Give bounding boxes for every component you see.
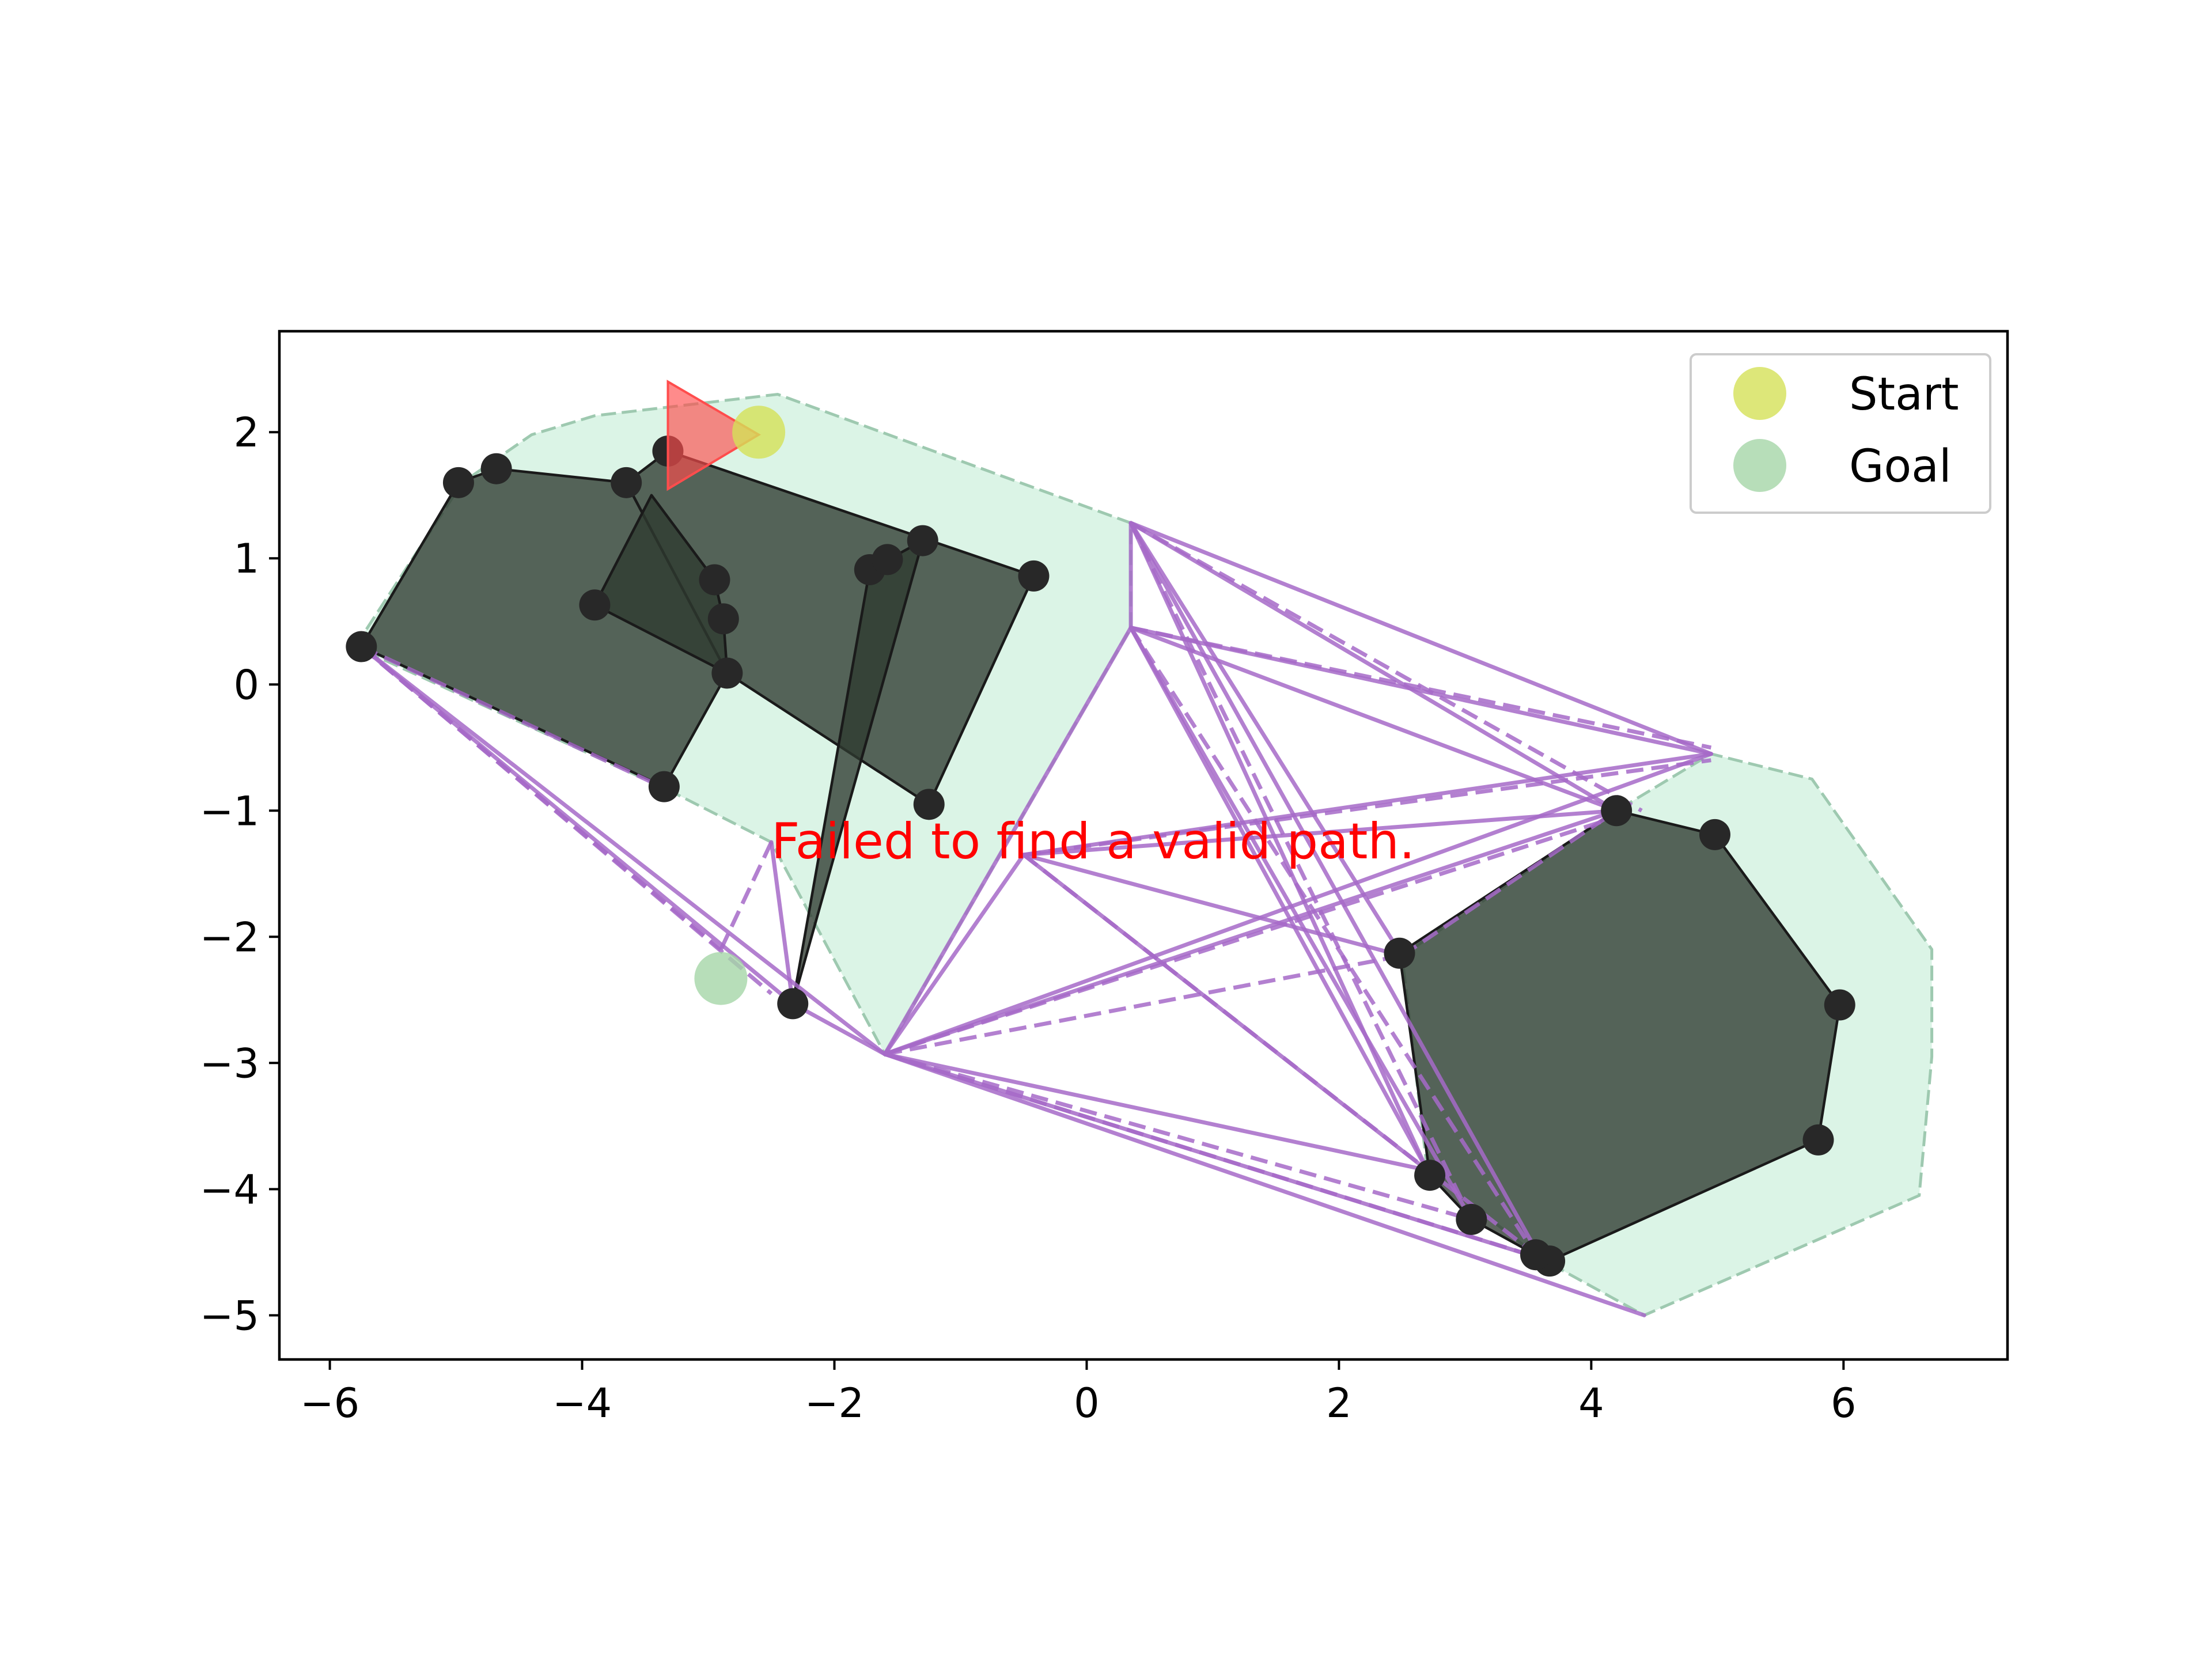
robot-triangle (666, 380, 762, 491)
roadmap-edge-24 (790, 1001, 887, 1056)
obstacle-vertex-13 (1018, 560, 1050, 592)
obstacle-vertex-21 (1520, 1239, 1552, 1271)
roadmap-edge-20 (359, 645, 795, 1006)
obstacle-vertex-7 (707, 603, 739, 635)
obstacles (360, 449, 1842, 1263)
roadmap-edge-dashed-8 (360, 645, 773, 995)
obstacle-vertex-9 (648, 771, 680, 802)
x-tick-label: 0 (1074, 1380, 1100, 1427)
obstacle-vertex-1 (442, 467, 474, 498)
obstacle-vertex-15 (777, 988, 809, 1020)
y-tick-label: 2 (233, 409, 259, 456)
obstacle-vertex-3 (611, 467, 642, 498)
start-marker (732, 406, 786, 459)
y-tick-label: 1 (233, 535, 259, 582)
obstacle-vertex-5 (579, 589, 611, 621)
roadmap-edge-dashed-4 (884, 953, 1403, 1056)
x-tick-label: 4 (1578, 1380, 1604, 1427)
obstacle-vertex-14 (913, 789, 945, 820)
x-tick-label: −6 (300, 1380, 359, 1427)
failure-message: Failed to find a valid path. (771, 813, 1415, 870)
y-tick-label: −4 (200, 1166, 259, 1213)
y-tick-label: 0 (233, 661, 259, 709)
legend-label-start: Start (1849, 369, 1959, 421)
y-tick-label: −3 (200, 1040, 259, 1087)
roadmap-edge-dashed-6 (884, 1052, 1551, 1263)
roadmap-edge-dashed-10 (360, 645, 665, 790)
obstacle-vertex-19 (1802, 1124, 1834, 1156)
roadmap-edge-dashed-9 (719, 841, 774, 950)
roadmap-edge-dashed-2 (1129, 626, 1537, 1256)
roadmap-edge-16 (882, 752, 1713, 1056)
roadmap-edge-5 (1128, 626, 1713, 756)
markers (666, 380, 786, 1005)
roadmap-edge-9 (882, 626, 1133, 1056)
x-tick-label: 2 (1326, 1380, 1352, 1427)
obstacle-vertex-12 (907, 525, 938, 556)
roadmap-edge-0 (1128, 521, 1713, 756)
roadmap-edge-2 (1128, 521, 1430, 1172)
roadmap-edges (359, 521, 1713, 1317)
y-tick-label: −5 (200, 1292, 259, 1339)
roadmap-edge-dashed-5 (884, 1052, 1472, 1222)
roadmap-edge-21 (359, 645, 887, 1056)
obstacle-vertex-17 (1699, 819, 1730, 850)
x-tick-label: −2 (805, 1380, 864, 1427)
obstacle-vertex-16 (1601, 795, 1633, 827)
obstacle-2 (593, 494, 729, 675)
legend-label-goal: Goal (1849, 441, 1952, 493)
roadmap-edge-19 (882, 1052, 1646, 1317)
obstacle-vertices (346, 435, 1855, 1277)
obstacle-vertex-23 (1414, 1160, 1446, 1191)
roadmap-edge-12 (1021, 853, 1404, 958)
obstacle-vertex-6 (699, 564, 730, 596)
roadmap-edge-dashed-3 (1022, 853, 1542, 1260)
roadmap-edge-dashed-12 (1130, 626, 1712, 750)
roadmap-edge-14 (882, 853, 1026, 1056)
x-tick-label: 6 (1831, 1380, 1857, 1427)
legend: Start Goal (1690, 353, 1991, 514)
obstacle-vertex-2 (480, 453, 512, 484)
roadmap-edge-dashed-11 (1023, 758, 1711, 857)
x-tick-label: −4 (552, 1380, 612, 1427)
roadmap-edge-8 (1128, 626, 1474, 1222)
y-tick-label: −1 (200, 787, 259, 835)
roadmap-edge-22 (769, 840, 795, 1006)
roadmap-edge-11 (1021, 808, 1619, 857)
obstacle-vertex-24 (1384, 937, 1415, 969)
axes-frame (278, 329, 2009, 1361)
legend-marker-goal (1733, 439, 1786, 492)
y-tick-label: −2 (200, 914, 259, 961)
roadmap-edge-dashed-0 (1130, 521, 1643, 813)
axis-ticks: −6 −4 −2 0 2 4 6 −5 −4 −3 −2 −1 0 1 2 (200, 409, 1857, 1427)
goal-marker (694, 952, 748, 1005)
roadmap-edge-17 (882, 1052, 1430, 1172)
roadmap-edge-dashed-14 (1400, 809, 1618, 958)
obstacle-vertex-22 (1456, 1203, 1487, 1235)
roadmap-edge-dashed-13 (884, 815, 1618, 1056)
obstacle-vertex-0 (346, 631, 377, 662)
roadmap-edge-7 (1128, 626, 1430, 1172)
roadmap-edge-1 (1128, 521, 1619, 813)
obstacle-vertex-11 (872, 544, 903, 575)
obstacle-vertex-8 (711, 657, 743, 689)
obstacle-vertex-18 (1824, 989, 1855, 1021)
legend-marker-start (1733, 367, 1786, 420)
